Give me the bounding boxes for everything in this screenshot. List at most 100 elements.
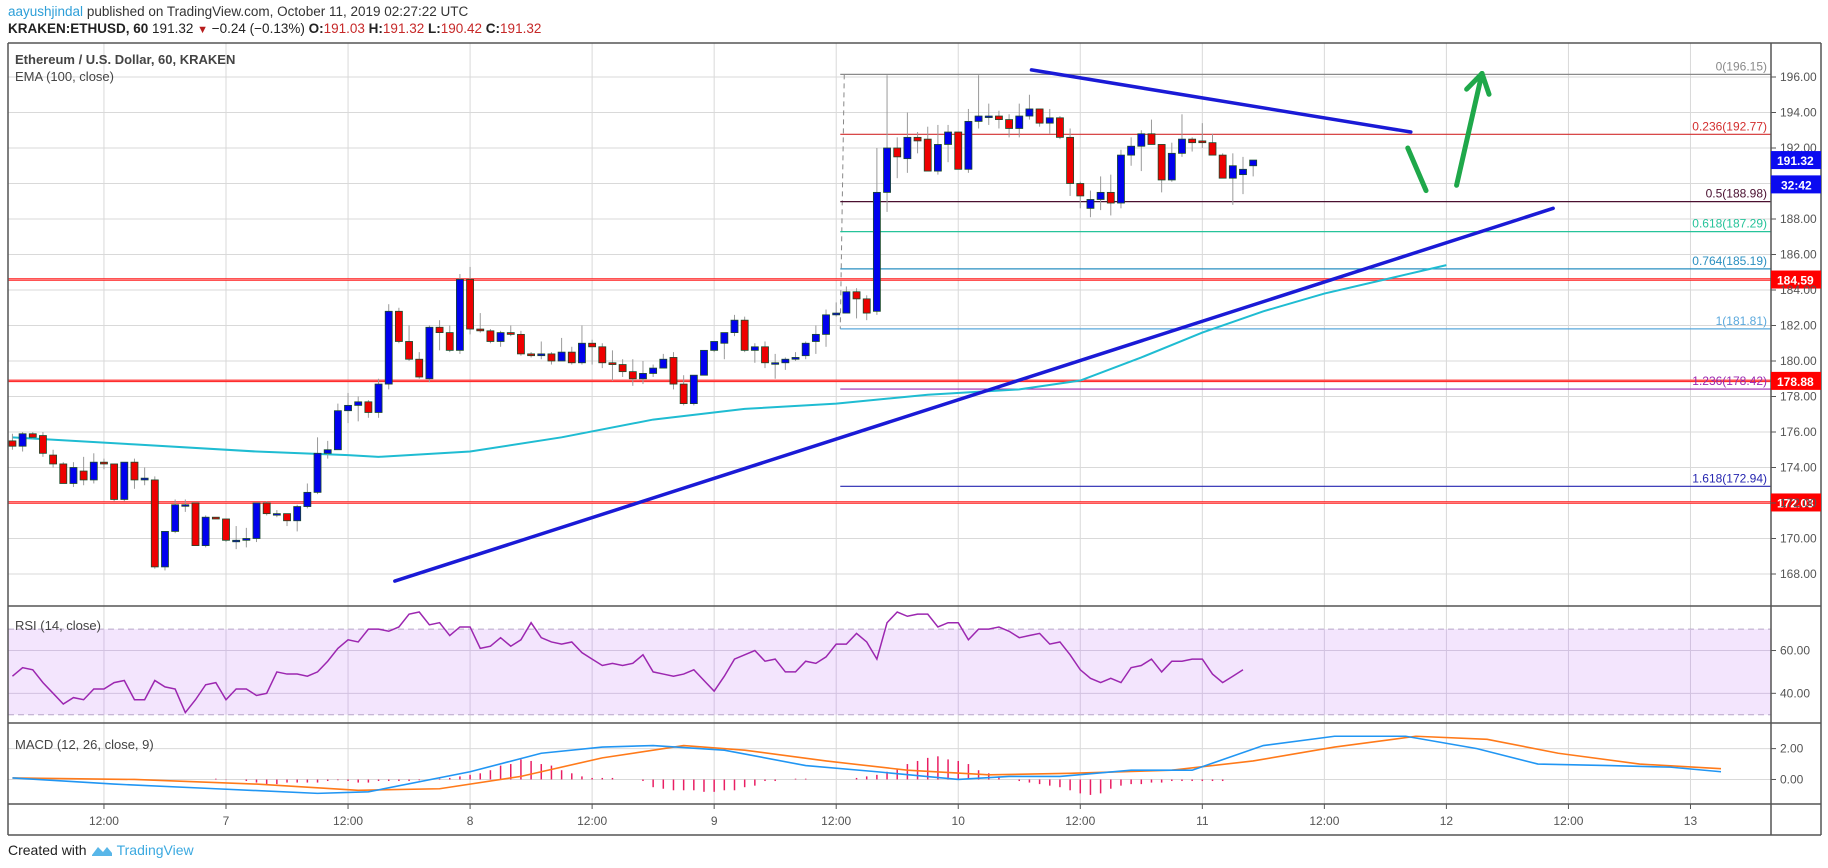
x-tick-label: 12:00 bbox=[89, 814, 119, 828]
y-tick-label: 176.00 bbox=[1780, 425, 1817, 439]
candle-down bbox=[913, 136, 922, 142]
candle-down bbox=[761, 346, 769, 364]
candle-down bbox=[517, 333, 525, 355]
candle-up bbox=[781, 358, 790, 364]
y-tick-label: 182.00 bbox=[1780, 319, 1817, 333]
arrow-head bbox=[1464, 70, 1485, 92]
candle-down bbox=[669, 357, 678, 385]
open-value: 191.03 bbox=[323, 21, 365, 36]
candle-up bbox=[140, 477, 149, 481]
last-price: 191.32 bbox=[152, 21, 194, 36]
y-tick-label: 172.00 bbox=[1780, 496, 1817, 510]
candlesticks bbox=[8, 75, 1258, 571]
current-price-label: 191.32 bbox=[1771, 151, 1821, 170]
fib-level-label: 0(196.15) bbox=[1716, 59, 1767, 73]
candle-down bbox=[1056, 117, 1064, 138]
candle-down bbox=[222, 518, 230, 541]
candle-up bbox=[303, 491, 312, 507]
candle-up bbox=[883, 147, 891, 193]
fib-level-label: 0.764(185.19) bbox=[1692, 254, 1767, 268]
candle-down bbox=[1147, 133, 1156, 145]
tradingview-link[interactable]: TradingView bbox=[116, 842, 194, 858]
ema-line bbox=[12, 264, 1447, 458]
rsi-legend: RSI (14, close) bbox=[15, 618, 101, 633]
x-tick-label: 10 bbox=[952, 814, 966, 828]
candle-down bbox=[8, 440, 17, 447]
candle-up bbox=[354, 401, 363, 406]
x-tick-label: 12:00 bbox=[333, 814, 363, 828]
candle-up bbox=[242, 538, 251, 541]
x-tick-label: 7 bbox=[223, 814, 230, 828]
candle-down bbox=[598, 346, 607, 364]
author-link[interactable]: aayushjindal bbox=[8, 4, 84, 19]
candle-up bbox=[944, 131, 952, 145]
candle-down bbox=[28, 433, 37, 438]
candle-up bbox=[649, 367, 658, 374]
current-price-text: 32:42 bbox=[1781, 178, 1812, 192]
candle-up bbox=[720, 332, 729, 344]
x-tick-label: 12:00 bbox=[577, 814, 607, 828]
candle-up bbox=[201, 516, 210, 547]
candle-up bbox=[1096, 191, 1105, 200]
candle-up bbox=[689, 374, 698, 405]
created-with-text: Created with bbox=[8, 842, 87, 858]
current-price-text: 191.32 bbox=[1777, 154, 1814, 168]
candle-down bbox=[954, 131, 963, 170]
candle-up bbox=[232, 539, 241, 543]
candle-up bbox=[344, 404, 352, 412]
y-tick-label: 194.00 bbox=[1780, 106, 1817, 120]
candle-up bbox=[700, 349, 708, 376]
macd-tick-label: 0.00 bbox=[1780, 772, 1804, 786]
candle-up bbox=[313, 452, 322, 493]
candle-up bbox=[791, 357, 800, 360]
candle-down bbox=[476, 328, 485, 332]
candle-down bbox=[1188, 138, 1197, 144]
candle-up bbox=[1045, 117, 1054, 124]
annotation-arrows[interactable] bbox=[1405, 70, 1492, 194]
y-tick-label: 188.00 bbox=[1780, 212, 1817, 226]
tradingview-logo-icon bbox=[91, 847, 112, 856]
candle-down bbox=[1198, 140, 1207, 144]
chart-title: Ethereum / U.S. Dollar, 60, KRAKEN bbox=[15, 52, 236, 67]
candle-up bbox=[1178, 138, 1186, 154]
candle-up bbox=[120, 461, 129, 500]
candle-down bbox=[394, 310, 403, 342]
x-tick-label: 11 bbox=[1196, 814, 1209, 828]
candle-up bbox=[974, 115, 983, 122]
rsi-band bbox=[8, 628, 1771, 716]
price-label-bg bbox=[1771, 493, 1821, 512]
x-tick-label: 12:00 bbox=[1065, 814, 1095, 828]
candle-up bbox=[1167, 152, 1176, 181]
candle-down bbox=[995, 115, 1003, 121]
fib-level-label: 1.236(178.42) bbox=[1692, 374, 1767, 388]
trendlines[interactable] bbox=[393, 68, 1555, 583]
candle-up bbox=[903, 136, 912, 160]
candle-down bbox=[588, 342, 597, 348]
candle-down bbox=[466, 278, 474, 330]
candle-down bbox=[608, 362, 617, 365]
symbol-label: KRAKEN:ETHUSD, 60 bbox=[8, 21, 149, 36]
x-tick-label: 8 bbox=[467, 814, 474, 828]
horizontal-levels: 0(196.15) 0.236(192.77) 0.5(188.98) 0.618(1… bbox=[8, 59, 1771, 504]
candle-up bbox=[730, 319, 739, 333]
rsi-tick-label: 60.00 bbox=[1780, 644, 1810, 658]
price-label-text: 184.59 bbox=[1777, 274, 1814, 288]
candle-up bbox=[750, 346, 759, 351]
fib-level-label: 0.618(187.29) bbox=[1692, 217, 1767, 231]
candle-up bbox=[333, 410, 342, 451]
candle-down bbox=[527, 353, 535, 357]
candle-up bbox=[456, 278, 464, 351]
candle-up bbox=[1117, 154, 1125, 204]
candle-up bbox=[293, 506, 302, 522]
y-tick-label: 174.00 bbox=[1780, 461, 1817, 475]
x-tick-label: 9 bbox=[711, 814, 718, 828]
current-price-bg bbox=[1771, 175, 1821, 194]
price-label-text: 178.88 bbox=[1777, 375, 1814, 389]
macd-polyline bbox=[12, 735, 1722, 795]
candle-up bbox=[1249, 159, 1258, 167]
candle-up bbox=[89, 461, 98, 481]
price-change: −0.24 (−0.13%) bbox=[211, 21, 305, 36]
signal-polyline bbox=[12, 735, 1722, 792]
candle-down bbox=[740, 319, 749, 351]
